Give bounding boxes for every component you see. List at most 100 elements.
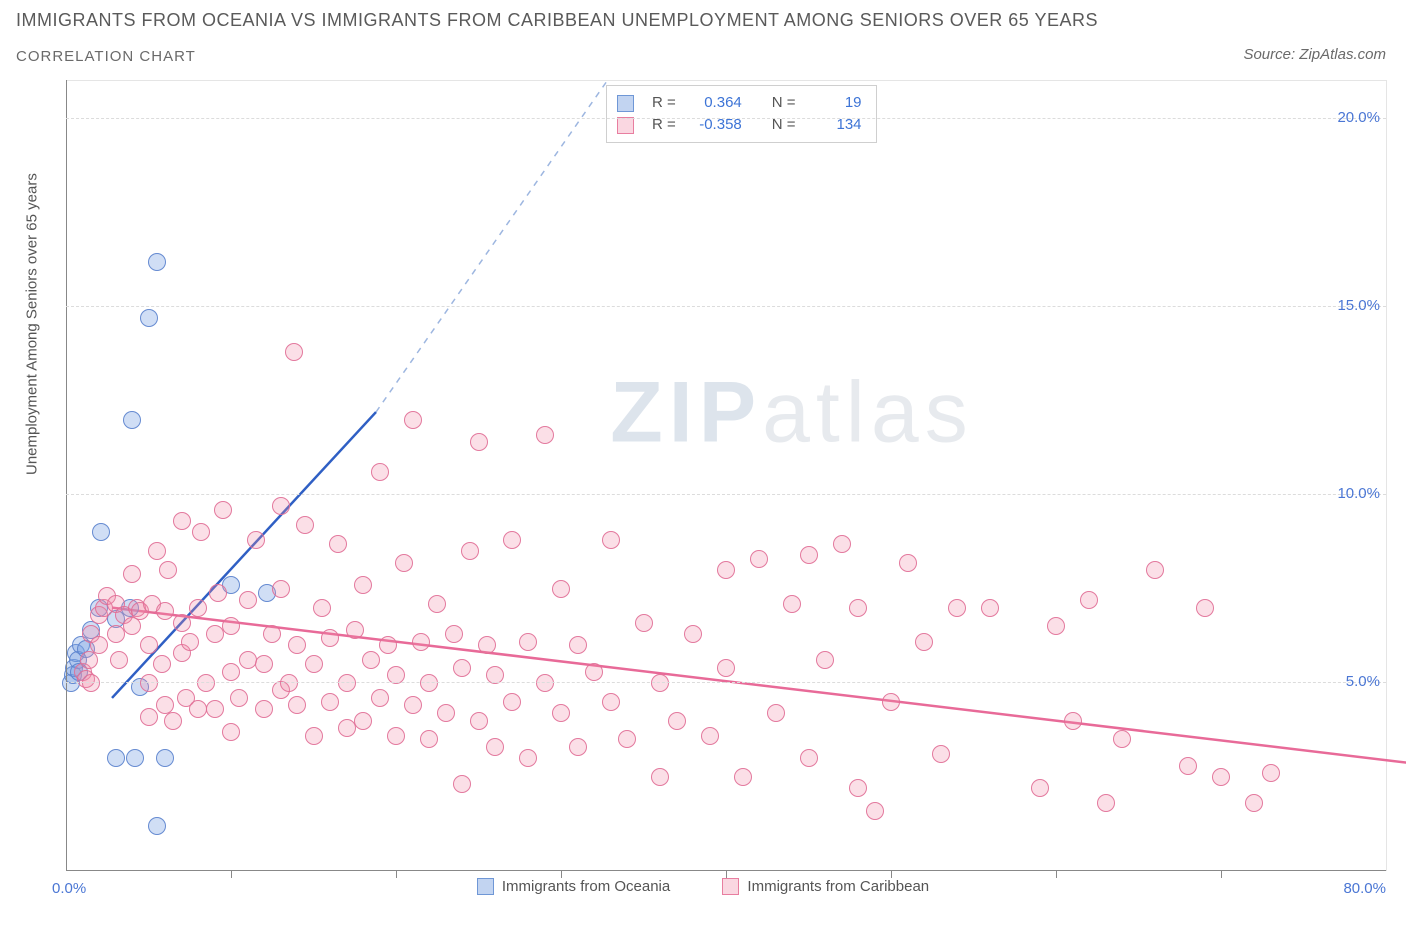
data-point-caribbean	[239, 591, 257, 609]
data-point-caribbean	[140, 674, 158, 692]
data-point-caribbean	[783, 595, 801, 613]
data-point-caribbean	[404, 696, 422, 714]
data-point-caribbean	[585, 663, 603, 681]
data-point-caribbean	[90, 636, 108, 654]
data-point-caribbean	[230, 689, 248, 707]
stats-row-oceania: R = 0.364 N = 19	[617, 92, 862, 114]
y-tick-label: 5.0%	[1346, 673, 1380, 690]
data-point-caribbean	[206, 625, 224, 643]
y-axis-line	[66, 80, 67, 870]
data-point-caribbean	[602, 693, 620, 711]
data-point-caribbean	[395, 554, 413, 572]
data-point-caribbean	[552, 704, 570, 722]
data-point-caribbean	[800, 749, 818, 767]
data-point-caribbean	[1146, 561, 1164, 579]
data-point-caribbean	[371, 689, 389, 707]
data-point-caribbean	[255, 700, 273, 718]
data-point-caribbean	[296, 516, 314, 534]
data-point-caribbean	[181, 633, 199, 651]
data-point-caribbean	[651, 674, 669, 692]
y-tick-label: 15.0%	[1337, 297, 1380, 314]
data-point-oceania	[148, 253, 166, 271]
data-point-caribbean	[321, 629, 339, 647]
x-tick	[726, 870, 727, 878]
data-point-caribbean	[1031, 779, 1049, 797]
data-point-caribbean	[412, 633, 430, 651]
data-point-caribbean	[701, 727, 719, 745]
data-point-caribbean	[602, 531, 620, 549]
data-point-caribbean	[519, 633, 537, 651]
data-point-caribbean	[222, 617, 240, 635]
trend-lines	[112, 81, 1406, 871]
r-label: R =	[652, 92, 676, 114]
chart-title: IMMIGRANTS FROM OCEANIA VS IMMIGRANTS FR…	[16, 10, 1098, 31]
data-point-caribbean	[461, 542, 479, 560]
data-point-caribbean	[1245, 794, 1263, 812]
data-point-caribbean	[107, 625, 125, 643]
data-point-caribbean	[371, 463, 389, 481]
data-point-caribbean	[536, 426, 554, 444]
x-tick	[396, 870, 397, 878]
data-point-caribbean	[80, 651, 98, 669]
data-point-caribbean	[717, 659, 735, 677]
data-point-caribbean	[1113, 730, 1131, 748]
square-icon	[617, 117, 634, 134]
data-point-caribbean	[189, 700, 207, 718]
data-point-caribbean	[569, 636, 587, 654]
data-point-caribbean	[280, 674, 298, 692]
data-point-caribbean	[263, 625, 281, 643]
data-point-caribbean	[222, 663, 240, 681]
y-tick-label: 20.0%	[1337, 109, 1380, 126]
data-point-caribbean	[503, 531, 521, 549]
data-point-caribbean	[214, 501, 232, 519]
data-point-caribbean	[420, 730, 438, 748]
data-point-caribbean	[156, 602, 174, 620]
data-point-caribbean	[288, 636, 306, 654]
data-point-caribbean	[354, 576, 372, 594]
data-point-caribbean	[338, 674, 356, 692]
data-point-caribbean	[1179, 757, 1197, 775]
x-tick	[561, 870, 562, 878]
y-axis-label: Unemployment Among Seniors over 65 years	[24, 173, 41, 475]
data-point-caribbean	[734, 768, 752, 786]
data-point-caribbean	[1097, 794, 1115, 812]
data-point-caribbean	[197, 674, 215, 692]
data-point-caribbean	[379, 636, 397, 654]
data-point-caribbean	[569, 738, 587, 756]
data-point-caribbean	[849, 599, 867, 617]
data-point-caribbean	[816, 651, 834, 669]
data-point-caribbean	[800, 546, 818, 564]
gridline	[66, 118, 1386, 119]
square-icon	[722, 878, 739, 895]
chart-subtitle: CORRELATION CHART	[16, 48, 196, 65]
data-point-caribbean	[110, 651, 128, 669]
data-point-caribbean	[209, 584, 227, 602]
data-point-caribbean	[437, 704, 455, 722]
data-point-oceania	[148, 817, 166, 835]
data-point-caribbean	[536, 674, 554, 692]
gridline	[66, 682, 1386, 683]
chart-area: Unemployment Among Seniors over 65 years…	[20, 80, 1386, 900]
data-point-oceania	[126, 749, 144, 767]
data-point-caribbean	[833, 535, 851, 553]
data-point-caribbean	[428, 595, 446, 613]
data-point-caribbean	[288, 696, 306, 714]
data-point-caribbean	[981, 599, 999, 617]
data-point-caribbean	[346, 621, 364, 639]
trend-line	[112, 608, 1406, 766]
data-point-caribbean	[354, 712, 372, 730]
square-icon	[617, 95, 634, 112]
data-point-caribbean	[192, 523, 210, 541]
data-point-caribbean	[140, 636, 158, 654]
data-point-caribbean	[173, 614, 191, 632]
n-value-oceania: 19	[806, 92, 862, 114]
x-tick	[1221, 870, 1222, 878]
data-point-caribbean	[247, 531, 265, 549]
legend: Immigrants from Oceania Immigrants from …	[20, 878, 1386, 899]
data-point-caribbean	[1047, 617, 1065, 635]
data-point-caribbean	[453, 775, 471, 793]
data-point-oceania	[140, 309, 158, 327]
gridline	[66, 306, 1386, 307]
data-point-caribbean	[272, 580, 290, 598]
data-point-caribbean	[866, 802, 884, 820]
